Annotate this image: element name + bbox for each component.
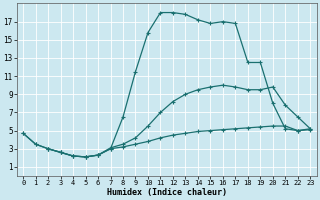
X-axis label: Humidex (Indice chaleur): Humidex (Indice chaleur) (107, 188, 227, 197)
